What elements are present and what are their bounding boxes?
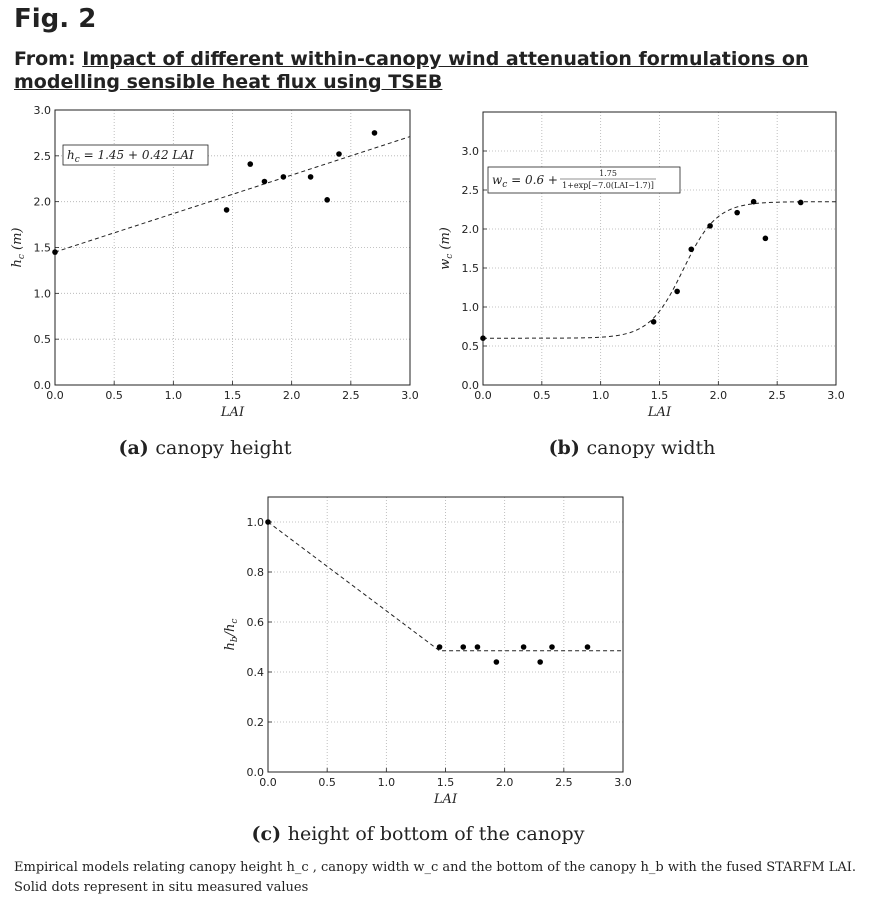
data-point [261, 178, 268, 185]
x-tick-label: 2.5 [555, 776, 573, 789]
fit-curve [54, 136, 411, 253]
y-tick-label: 1.0 [247, 516, 265, 529]
figure-label: Fig. 2 [14, 4, 97, 34]
figure-panels: 0.0 0.5 1.0 1.5 2.0 2.5 3.0 0.0 0.5 1.0 1.5 2.0 2.5 3… [10, 104, 845, 845]
x-axis-label: LAI [433, 792, 458, 807]
y-tick-label: 0.0 [247, 766, 265, 779]
x-tick-label: 0.0 [259, 776, 277, 789]
y-axis-label: wc​ (m) [438, 227, 455, 270]
x-tick-label: 0.5 [318, 776, 336, 789]
data-point [493, 659, 500, 665]
y-tick-label: 0.2 [247, 716, 265, 729]
x-tick-label: 0.0 [474, 389, 492, 402]
data-point [707, 223, 713, 229]
x-tick-label: 2.0 [496, 776, 514, 789]
y-tick-label: 0.6 [247, 616, 265, 629]
y-tick-label: 1.0 [462, 301, 480, 314]
x-tick-label: 3.0 [614, 776, 632, 789]
figure-caption: Empirical models relating canopy height … [14, 860, 857, 895]
x-tick-label: 2.5 [342, 389, 360, 402]
x-tick-label: 1.0 [592, 389, 610, 402]
source-line: From: Impact of different within-canopy … [14, 48, 874, 94]
plot-frame [54, 109, 411, 386]
panel-subcaption: (b) canopy width [549, 437, 716, 459]
x-axis-label: LAI [220, 405, 245, 420]
equation-numerator: 1.75 [599, 169, 617, 178]
equation-box [487, 166, 681, 194]
data-point [371, 130, 378, 136]
x-tick-label: 1.5 [437, 776, 455, 789]
y-tick-label: 2.5 [34, 150, 52, 163]
y-tick-label: 0.4 [247, 666, 265, 679]
x-tick-label: 2.0 [710, 389, 728, 402]
y-axis-label: hc​ (m) [10, 227, 27, 267]
data-point [52, 249, 58, 255]
data-point [762, 235, 769, 242]
data-point [247, 161, 254, 167]
data-point [584, 644, 591, 650]
y-tick-label: 0.0 [462, 379, 480, 392]
data-point [650, 319, 657, 325]
x-tick-label: 1.5 [224, 389, 242, 402]
data-point [734, 209, 740, 216]
y-tick-label: 2.5 [462, 184, 480, 197]
x-tick-label: 0.5 [533, 389, 551, 402]
x-tick-label: 2.0 [283, 389, 301, 402]
data-point [474, 644, 481, 650]
data-point [674, 288, 680, 295]
x-tick-label: 2.5 [768, 389, 786, 402]
from-prefix: From: [14, 48, 83, 70]
y-axis-label: hb​/hc​ [223, 619, 240, 651]
chart-panel-a: 0.0 0.5 1.0 1.5 2.0 2.5 3.0 0.0 0.5 1.0 1.5 2.0 2.5 3… [10, 104, 419, 459]
equation-denominator: 1+exp[−7.0(LAI−1.7)] [562, 181, 654, 190]
x-tick-label: 1.0 [165, 389, 183, 402]
data-point [265, 519, 271, 525]
fit-curve [482, 201, 837, 339]
data-point [336, 151, 342, 157]
y-tick-label: 2.0 [34, 196, 52, 209]
x-tick-label: 0.5 [105, 389, 123, 402]
y-tick-label: 0.5 [462, 340, 480, 353]
data-point [307, 174, 314, 180]
y-tick-label: 3.0 [462, 145, 480, 158]
y-tick-label: 0.8 [247, 566, 265, 579]
equation-box [62, 144, 209, 166]
plot-frame [482, 111, 837, 386]
y-tick-label: 2.0 [462, 223, 480, 236]
x-tick-label: 3.0 [827, 389, 845, 402]
y-tick-label: 3.0 [34, 104, 52, 117]
equation-text: wc​ = 0.6 + [492, 173, 558, 190]
data-point [549, 644, 555, 650]
y-tick-label: 1.5 [462, 262, 480, 275]
data-point [280, 174, 287, 180]
y-tick-label: 1.0 [34, 287, 52, 300]
data-point [688, 246, 695, 253]
data-point [797, 199, 804, 206]
x-tick-label: 1.5 [651, 389, 669, 402]
x-axis-label: LAI [647, 405, 672, 420]
x-tick-label: 3.0 [401, 389, 419, 402]
data-point [480, 335, 486, 342]
chart-panel-c: 0.0 0.5 1.0 1.5 2.0 2.5 3.0 0.0 0.2 0.4 0.6 0.8 1.0 L… [223, 496, 632, 845]
equation-text: hc​ = 1.45 + 0.42 LAI [67, 148, 194, 165]
panel-subcaption: (c) height of bottom of the canopy [252, 823, 585, 845]
y-tick-label: 0.0 [34, 379, 52, 392]
data-point [460, 644, 467, 650]
data-point [537, 659, 543, 665]
y-tick-label: 1.5 [34, 242, 52, 255]
panel-subcaption: (a) canopy height [118, 437, 291, 459]
data-point [324, 197, 330, 203]
plot-frame [267, 496, 624, 773]
fit-curve [267, 521, 623, 652]
y-tick-label: 0.5 [34, 333, 52, 346]
chart-panel-b: 0.0 0.5 1.0 1.5 2.0 2.5 3.0 0.0 0.5 1.0 1.5 2.0 2.5 3… [438, 111, 845, 459]
article-title-link[interactable]: Impact of different within-canopy wind a… [14, 48, 809, 93]
data-point [223, 207, 230, 213]
x-tick-label: 1.0 [378, 776, 396, 789]
data-point [520, 644, 527, 650]
data-point [750, 198, 757, 205]
x-tick-label: 0.0 [46, 389, 64, 402]
data-point [436, 644, 443, 650]
